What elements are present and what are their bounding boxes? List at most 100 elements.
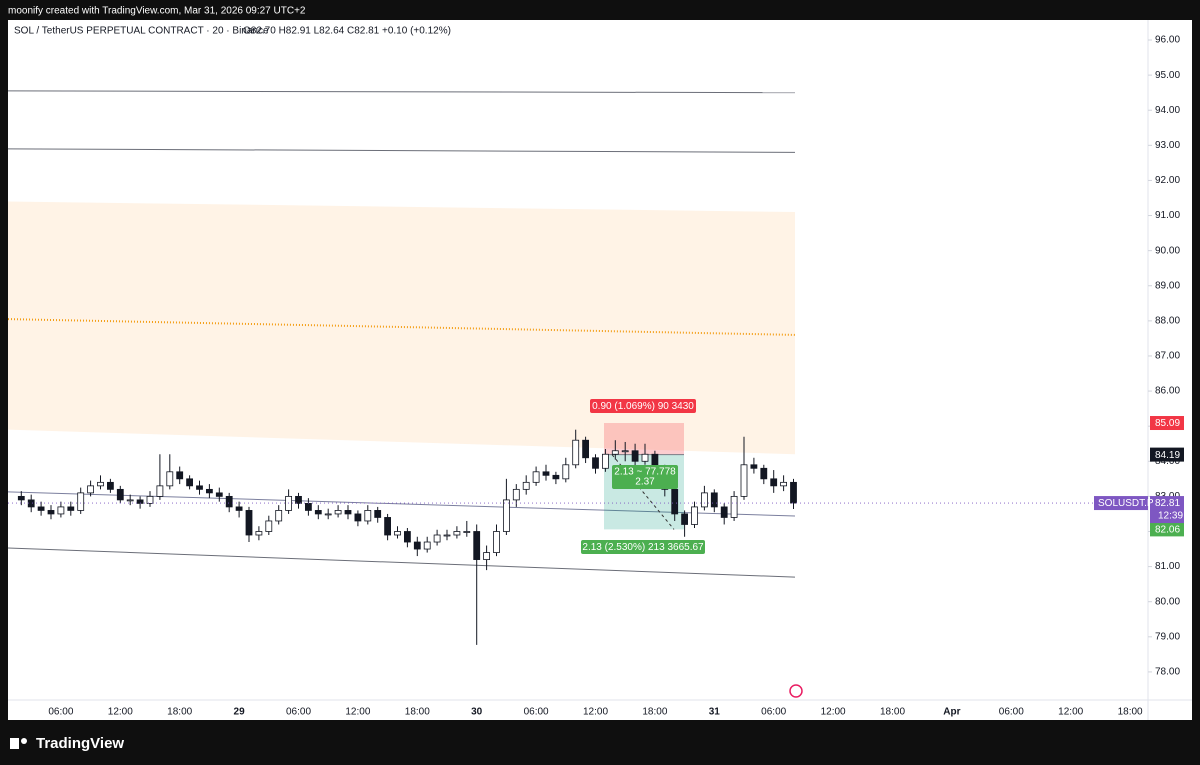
logo-mark xyxy=(10,738,19,749)
candle-body xyxy=(67,506,75,511)
candle-body xyxy=(562,464,570,480)
candle-body xyxy=(572,439,580,466)
candle-body xyxy=(750,464,758,469)
candle-body xyxy=(493,531,500,553)
label-box xyxy=(612,465,678,489)
x-tick-label: 29 xyxy=(234,707,246,718)
price-tag-label: 82.81 xyxy=(1155,498,1180,509)
price-tag xyxy=(1150,416,1184,431)
candle-body xyxy=(611,450,619,455)
candle-body xyxy=(552,474,560,480)
candle-body xyxy=(57,506,65,515)
candle-body xyxy=(384,517,392,536)
overlay-line xyxy=(7,547,796,578)
x-tick-label: 12:00 xyxy=(821,707,846,718)
overlay-line xyxy=(7,90,796,94)
price-tag xyxy=(1150,522,1184,537)
candle-body xyxy=(37,506,45,511)
x-tick-label: 30 xyxy=(471,707,483,718)
candle-body xyxy=(354,513,362,522)
candle-body xyxy=(582,439,589,459)
candle-body xyxy=(423,541,431,550)
candle-body xyxy=(542,471,550,476)
y-tick-label: 92.00 xyxy=(1155,175,1180,186)
x-tick-label: 06:00 xyxy=(761,707,786,718)
price-tag-label: 84.19 xyxy=(1155,450,1180,461)
overlay-line xyxy=(7,148,796,153)
candle-body xyxy=(245,510,253,536)
y-tick-label: 95.00 xyxy=(1155,70,1180,81)
candle-body xyxy=(156,485,164,497)
candle-body xyxy=(324,513,332,516)
position-label: 2.13 (2.530%) 213 3665.67 xyxy=(582,542,704,553)
candle-body xyxy=(631,450,639,462)
candle-body xyxy=(671,488,679,515)
x-tick-label: 12:00 xyxy=(583,707,608,718)
candle-body xyxy=(87,485,94,494)
x-tick-label: 12:00 xyxy=(345,707,370,718)
y-tick-label: 87.00 xyxy=(1155,351,1180,362)
x-tick-label: 18:00 xyxy=(405,707,430,718)
candle-body xyxy=(602,453,609,469)
overlay-line xyxy=(7,318,796,336)
candle-body xyxy=(17,495,25,501)
candle-body xyxy=(394,531,401,536)
candle-body xyxy=(532,471,540,483)
candle-body xyxy=(681,513,688,525)
price-tag-label: 82.06 xyxy=(1155,525,1180,536)
label-box xyxy=(581,540,705,554)
candle-body xyxy=(97,481,104,487)
y-tick-label: 93.00 xyxy=(1155,140,1180,151)
y-tick-label: 79.00 xyxy=(1155,631,1180,642)
alert-icon[interactable] xyxy=(789,684,803,698)
y-tick-label: 81.00 xyxy=(1155,561,1180,572)
candle-body xyxy=(403,531,411,543)
x-tick-label: 18:00 xyxy=(167,707,192,718)
countdown: 12:39 xyxy=(1158,511,1183,522)
candle-body xyxy=(176,471,184,480)
candle-body xyxy=(780,481,787,487)
x-tick-label: 06:00 xyxy=(524,707,549,718)
candle-body xyxy=(146,495,154,504)
candle-body xyxy=(275,510,283,522)
candle-body xyxy=(334,510,342,515)
x-tick-label: Apr xyxy=(943,707,960,718)
candle-body xyxy=(304,503,312,511)
candle-body xyxy=(483,552,491,560)
candle-body xyxy=(770,478,778,487)
y-tick-label: 90.00 xyxy=(1155,245,1180,256)
y-tick-label: 88.00 xyxy=(1155,315,1180,326)
y-tick-label: 78.00 xyxy=(1155,667,1180,678)
position-label: 0.90 (1.069%) 90 3430 xyxy=(592,401,694,412)
candle-body xyxy=(473,531,481,560)
candle-body xyxy=(116,488,124,501)
candle-body xyxy=(186,478,194,487)
candle-body xyxy=(453,531,461,536)
candle-body xyxy=(463,531,471,533)
candle-body xyxy=(413,541,421,550)
symbol-tag xyxy=(1094,496,1148,511)
x-tick-label: 31 xyxy=(709,707,721,718)
y-tick-label: 94.00 xyxy=(1155,105,1180,116)
candle-body xyxy=(215,492,223,497)
position-label: 2.37 xyxy=(635,477,655,488)
label-box xyxy=(590,399,696,413)
candle-body xyxy=(196,485,203,490)
logo-mark xyxy=(21,738,27,744)
candle-body xyxy=(107,481,114,490)
x-tick-label: 06:00 xyxy=(999,707,1024,718)
ohlc-legend: O82.70 H82.91 L82.64 C82.81 +0.10 (+0.12… xyxy=(243,26,451,37)
candle-body xyxy=(592,457,599,469)
x-tick-label: 12:00 xyxy=(108,707,133,718)
candle-body xyxy=(701,492,708,508)
candle-body xyxy=(443,534,451,537)
candle-body xyxy=(730,495,738,518)
candle-body xyxy=(691,506,698,525)
candle-body xyxy=(512,488,520,501)
x-tick-label: 18:00 xyxy=(1118,707,1143,718)
candle-body xyxy=(522,481,530,490)
stop-zone xyxy=(604,423,684,455)
candle-body xyxy=(265,520,273,532)
price-tag-label: 85.09 xyxy=(1155,418,1180,429)
